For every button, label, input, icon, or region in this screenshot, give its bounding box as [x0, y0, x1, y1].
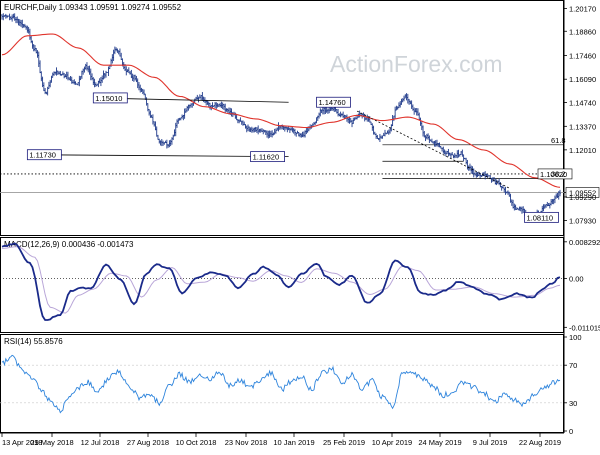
- y-tick-label: 1.18860: [569, 27, 596, 36]
- horizontal-levels: [0, 144, 564, 193]
- y-tick-label: 30: [569, 399, 577, 408]
- x-tick-label: 9 Jul 2019: [473, 438, 508, 447]
- y-tick-label: 1.12010: [569, 146, 596, 155]
- x-tick-label: 12 Jul 2018: [81, 438, 120, 447]
- x-tick-label: 10 Apr 2019: [372, 438, 412, 447]
- macd-signal-line: [1, 246, 561, 314]
- y-tick-label: 1.09290: [569, 193, 596, 202]
- x-tick-label: 13 Apr 2018: [2, 438, 42, 447]
- last-price-box: [565, 187, 600, 198]
- level-label-text: 1.11730: [29, 151, 56, 160]
- y-tick-label: 1.16090: [569, 75, 596, 84]
- level-label-box: [92, 92, 128, 104]
- macd-chart-title: MACD(12,26,9) 0.000436 -0.001473: [4, 240, 134, 249]
- level-label-box: [26, 149, 62, 161]
- y-tick-label: 1.14740: [569, 99, 596, 108]
- x-tick-label: 24 May 2019: [418, 438, 461, 447]
- level-label-box: [524, 211, 559, 223]
- y-tick-label: 1.09552: [569, 188, 596, 197]
- falling-trendline: [356, 110, 510, 189]
- level-label-text: 1.14760: [319, 98, 346, 107]
- level-label-text: 1.10620: [540, 170, 567, 179]
- macd-lines: [1, 242, 561, 321]
- watermark-text: ActionForex.com: [330, 51, 503, 77]
- macd-line: [1, 242, 561, 321]
- y-tick-label: 0.008292: [569, 238, 600, 247]
- moving-average: [1, 33, 561, 188]
- y-axis-ticks: 1.20170 1.18860 1.17460 1.16090 1.14740 1.133…: [564, 5, 600, 436]
- price-panel-frame: [0, 0, 564, 236]
- x-tick-label: 23 Nov 2018: [225, 438, 268, 447]
- x-tick-label: 10 Oct 2018: [176, 438, 217, 447]
- y-tick-label: 0.00: [569, 275, 584, 284]
- y-tick-label: 1.13370: [569, 122, 596, 131]
- price-bars: [1, 13, 561, 220]
- fib-level-label: 38.2: [551, 170, 566, 179]
- y-tick-label: 0: [569, 427, 573, 436]
- rsi-line: [1, 354, 561, 414]
- rsi-chart-title: RSI(14) 55.8576: [4, 337, 63, 346]
- trendlines: [27, 97, 510, 189]
- level-label-text: 1.08110: [526, 213, 553, 222]
- x-tick-label: 22 Aug 2019: [519, 438, 561, 447]
- x-tick-label: 29 May 2018: [30, 438, 73, 447]
- level-label-text: 1.15010: [95, 94, 122, 103]
- y-tick-label: 1.17460: [569, 51, 596, 60]
- level-label-box: [250, 151, 285, 163]
- sma-line: [1, 33, 561, 188]
- price-chart-title: EURCHF,Daily 1.09343 1.09591 1.09274 1.0…: [4, 3, 182, 12]
- level-label-box: [537, 168, 573, 180]
- y-tick-label: 100: [569, 333, 582, 342]
- rsi-panel-frame: [0, 334, 564, 433]
- y-tick-label: 1.07930: [569, 216, 596, 225]
- y-tick-label: -0.011015: [569, 323, 600, 332]
- rsi-line: [1, 354, 561, 414]
- level-label-box: [316, 96, 351, 108]
- x-tick-label: 27 Aug 2018: [127, 438, 169, 447]
- x-tick-label: 25 Feb 2019: [323, 438, 365, 447]
- y-tick-label: 1.20170: [569, 5, 596, 14]
- x-tick-label: 10 Jan 2019: [273, 438, 314, 447]
- macd-panel-frame: [0, 237, 564, 333]
- level-labels: 1.10620 61.8 38.2 1.15010 1.11730 1.11620 1.14…: [26, 92, 573, 223]
- fib-level-label: 61.8: [551, 136, 566, 145]
- channel-bottom-line: [27, 154, 289, 158]
- y-tick-label: 70: [569, 361, 577, 370]
- level-label-text: 1.11620: [253, 153, 280, 162]
